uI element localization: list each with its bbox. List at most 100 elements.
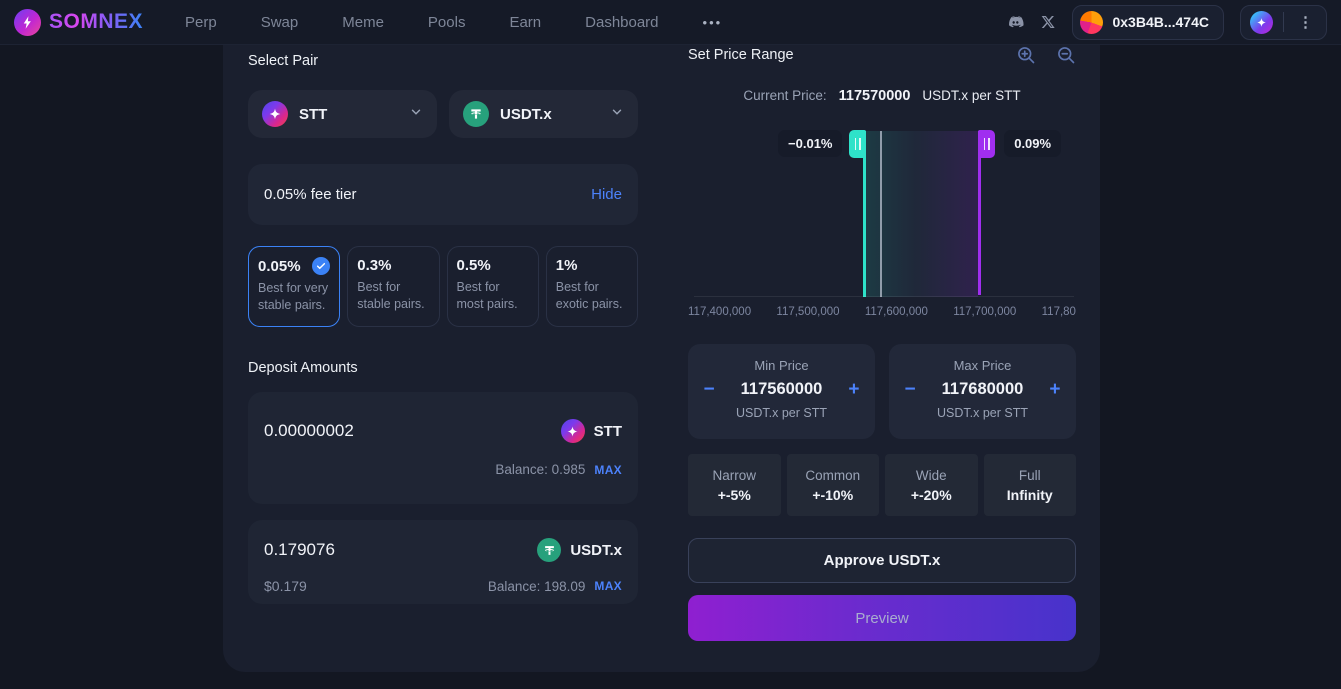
nav-item-swap[interactable]: Swap bbox=[260, 13, 299, 31]
max-price-label: Max Price bbox=[953, 358, 1012, 373]
quote-token-select[interactable]: USDT.x bbox=[449, 90, 638, 138]
select-pair-title: Select Pair bbox=[248, 53, 319, 69]
nav-item-perp[interactable]: Perp bbox=[185, 13, 217, 31]
max-button[interactable]: MAX bbox=[594, 462, 622, 477]
nav-item-pools[interactable]: Pools bbox=[427, 13, 466, 31]
nav-item-meme[interactable]: Meme bbox=[342, 13, 384, 31]
usdt-token-icon bbox=[463, 101, 489, 127]
liquidity-panel: Select Pair STT USDT.x bbox=[223, 45, 1100, 672]
chevron-down-icon bbox=[610, 105, 624, 124]
price-range-chart[interactable]: −0.01% 0.09% bbox=[688, 120, 1076, 297]
fee-tier-option-0_3[interactable]: 0.3% Best for stable pairs. bbox=[347, 246, 440, 327]
stt-token-icon bbox=[262, 101, 288, 127]
social-links bbox=[1006, 13, 1056, 32]
preset-narrow-button[interactable]: Narrow +-5% bbox=[688, 454, 781, 516]
deposit-token-chip[interactable]: STT bbox=[560, 419, 622, 443]
preview-button[interactable]: Preview bbox=[688, 595, 1076, 641]
tier-pct: 0.05% bbox=[258, 257, 301, 275]
fee-hide-link[interactable]: Hide bbox=[591, 186, 622, 203]
min-price-label: Min Price bbox=[754, 358, 809, 373]
preset-wide-button[interactable]: Wide +-20% bbox=[885, 454, 978, 516]
usdt-token-icon bbox=[537, 538, 562, 562]
divider bbox=[1283, 12, 1284, 32]
max-price-increment-button[interactable]: + bbox=[1049, 379, 1061, 400]
preset-value: +-10% bbox=[812, 486, 854, 503]
deposit-input-usdt: 0.179076 USDT.x $0.179 Balance: 198.09 M… bbox=[248, 520, 638, 604]
discord-icon[interactable] bbox=[1006, 13, 1025, 32]
deposit-token-symbol: USDT.x bbox=[570, 541, 622, 559]
max-price-decrement-button[interactable]: − bbox=[904, 379, 916, 400]
max-pct-badge: 0.09% bbox=[1004, 130, 1062, 157]
grip-icon bbox=[854, 138, 857, 150]
max-button[interactable]: MAX bbox=[594, 579, 622, 593]
min-pct-badge: −0.01% bbox=[778, 130, 843, 157]
base-token-select[interactable]: STT bbox=[248, 90, 437, 138]
fee-tier-option-0_5[interactable]: 0.5% Best for most pairs. bbox=[446, 246, 539, 327]
min-price-increment-button[interactable]: + bbox=[848, 379, 860, 400]
kebab-menu-icon[interactable]: ⋮ bbox=[1298, 13, 1313, 31]
max-price-handle[interactable] bbox=[978, 130, 996, 158]
nav-more-menu[interactable]: ••• bbox=[702, 14, 723, 30]
set-price-range-title: Set Price Range bbox=[688, 47, 794, 63]
network-icon[interactable] bbox=[1250, 10, 1273, 34]
lightning-logo-icon bbox=[14, 8, 41, 36]
x-twitter-icon[interactable] bbox=[1040, 14, 1056, 30]
min-price-box: Min Price − 117560000 + USDT.x per STT bbox=[688, 344, 875, 439]
fee-tier-option-0_05[interactable]: 0.05% Best for very stable pairs. bbox=[248, 246, 341, 327]
axis-tick: 117,400,000 bbox=[688, 306, 752, 318]
selected-range-fill bbox=[866, 131, 979, 297]
balance-label: Balance: 0.985 bbox=[495, 462, 586, 477]
top-navbar: SOMNEX Perp Swap Meme Pools Earn Dashboa… bbox=[0, 0, 1341, 45]
min-price-line bbox=[863, 131, 867, 297]
current-price-label: Current Price: bbox=[743, 88, 827, 103]
min-max-inputs: Min Price − 117560000 + USDT.x per STT M… bbox=[688, 344, 1076, 439]
deposit-usd-value: $0.179 bbox=[264, 578, 307, 594]
tier-pct: 0.3% bbox=[357, 257, 392, 274]
fee-tier-option-1[interactable]: 1% Best for exotic pairs. bbox=[545, 246, 638, 327]
current-price-line bbox=[880, 131, 883, 297]
brand-logo[interactable]: SOMNEX bbox=[14, 8, 143, 36]
axis-tick: 117,80 bbox=[1041, 306, 1076, 318]
grip-icon bbox=[983, 138, 986, 150]
wallet-button[interactable]: 0x3B4B...474C bbox=[1072, 4, 1224, 40]
wallet-address: 0x3B4B...474C bbox=[1112, 14, 1209, 30]
range-presets: Narrow +-5% Common +-10% Wide +-20% Full… bbox=[688, 454, 1076, 516]
min-price-handle[interactable] bbox=[849, 130, 867, 158]
quote-token-symbol: USDT.x bbox=[500, 105, 552, 123]
tier-description: Best for stable pairs. bbox=[357, 280, 425, 311]
check-icon bbox=[312, 257, 331, 275]
deposit-amount-input[interactable]: 0.00000002 bbox=[264, 421, 354, 440]
grip-icon bbox=[988, 138, 990, 150]
price-axis-labels: 117,400,000 117,500,000 117,600,000 117,… bbox=[688, 306, 1076, 318]
min-price-value[interactable]: 117560000 bbox=[740, 380, 823, 398]
preset-name: Common bbox=[805, 467, 861, 483]
deposit-amount-input[interactable]: 0.179076 bbox=[264, 540, 335, 559]
current-price-value: 117570000 bbox=[838, 88, 911, 104]
wallet-actions: ⋮ bbox=[1240, 4, 1327, 40]
fee-tier-label: 0.05% fee tier bbox=[264, 186, 357, 203]
deposit-amounts-title: Deposit Amounts bbox=[248, 360, 358, 376]
grip-icon bbox=[859, 138, 861, 150]
pair-selectors: STT USDT.x bbox=[248, 90, 638, 138]
min-price-decrement-button[interactable]: − bbox=[703, 379, 715, 400]
deposit-input-stt: 0.00000002 STT Balance: 0.985 MAX bbox=[248, 392, 638, 504]
tier-description: Best for very stable pairs. bbox=[258, 281, 329, 312]
preset-value: Infinity bbox=[1006, 486, 1053, 503]
current-price-unit: USDT.x per STT bbox=[922, 88, 1021, 103]
zoom-in-icon[interactable] bbox=[1016, 45, 1036, 65]
nav-links: Perp Swap Meme Pools Earn Dashboard ••• bbox=[185, 14, 722, 31]
max-price-value[interactable]: 117680000 bbox=[941, 380, 1024, 398]
deposit-token-symbol: STT bbox=[593, 422, 622, 440]
base-token-symbol: STT bbox=[299, 105, 328, 123]
nav-item-dashboard[interactable]: Dashboard bbox=[585, 13, 659, 31]
tier-description: Best for most pairs. bbox=[456, 280, 518, 311]
tier-pct: 1% bbox=[555, 257, 578, 274]
preset-common-button[interactable]: Common +-10% bbox=[786, 454, 879, 516]
preset-full-button[interactable]: Full Infinity bbox=[983, 454, 1076, 516]
deposit-token-chip[interactable]: USDT.x bbox=[537, 538, 622, 562]
navbar-right: 0x3B4B...474C ⋮ bbox=[1006, 4, 1327, 40]
zoom-out-icon[interactable] bbox=[1056, 45, 1076, 65]
nav-item-earn[interactable]: Earn bbox=[509, 13, 542, 31]
approve-usdt-button[interactable]: Approve USDT.x bbox=[688, 538, 1076, 583]
